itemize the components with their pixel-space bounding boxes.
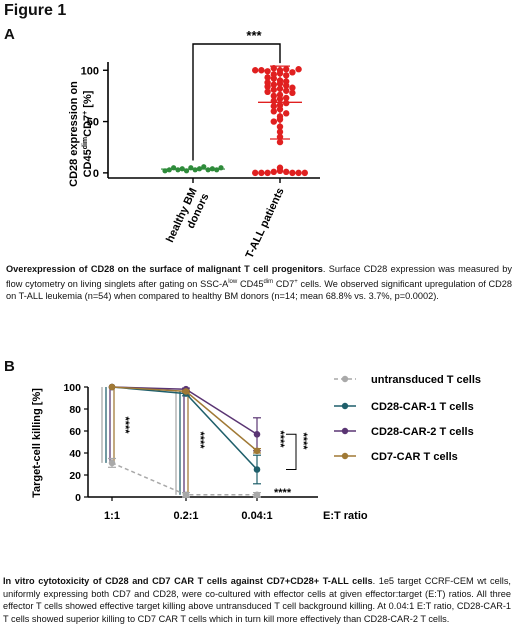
caption-a-text-3: CD7 (273, 278, 295, 289)
chart-b-annotation: **** (194, 431, 206, 449)
chart-b-ytick-label: 0 (75, 492, 81, 504)
figure-title: Figure 1 (4, 2, 67, 19)
chart-a-point-tall (264, 68, 271, 75)
legend-marker (341, 402, 349, 410)
chart-a-point-tall (252, 169, 259, 177)
chart-b-bracket (286, 433, 297, 470)
panel-b-label: B (4, 358, 15, 375)
chart-a-point-tall (264, 83, 271, 90)
chart-a-point-tall (258, 67, 265, 74)
panel-a-label: A (4, 26, 15, 43)
chart-a-point-tall (270, 108, 277, 115)
chart-b-ytick-label: 40 (69, 448, 81, 460)
chart-b-point (182, 388, 190, 395)
chart-b-point (108, 383, 116, 391)
chart-a-point-tall (264, 74, 271, 81)
chart-a-xtick-label: healthy BMdonors (164, 186, 211, 250)
chart-b-annotation: **** (274, 430, 286, 448)
caption-a-text-1: . Surface CD28 expression was measured b… (6, 264, 512, 289)
chart-a-ytick-label: 100 (81, 65, 99, 77)
chart-a-ytick-label: 50 (87, 117, 99, 129)
chart-b-ytick-label: 20 (69, 470, 81, 482)
chart-a-point-tall (270, 168, 277, 176)
caption-b-title: In vitro cytotoxicity of CD28 and CD7 CA… (3, 576, 373, 586)
chart-a-point-tall (270, 86, 277, 93)
chart-b-ytick-label: 60 (69, 426, 81, 438)
chart-a-point-tall (270, 81, 277, 88)
chart-a-point-tall (295, 66, 302, 73)
chart-a-point-tall (270, 92, 277, 100)
chart-a-point-tall (270, 118, 277, 125)
caption-a-sup-2: dim (263, 278, 274, 285)
chart-a-point-tall (289, 69, 296, 76)
chart-a-point-tall (276, 138, 284, 146)
chart-b-xlabel: E:T ratio (323, 510, 368, 522)
chart-b-xtick-label: 1:1 (104, 510, 120, 522)
chart-a-ytick-label: 0 (93, 168, 99, 180)
caption-a-sup-3: + (294, 278, 298, 285)
caption-a: Overexpression of CD28 on the surface of… (6, 263, 512, 303)
chart-a-point-tall (252, 67, 259, 74)
legend-label: untransduced T cells (371, 374, 481, 386)
chart-a-point-tall (283, 87, 290, 94)
chart-a-point-tall (258, 169, 265, 177)
chart-a-point-tall (289, 169, 296, 177)
caption-a-sup-1: low (228, 278, 238, 285)
chart-a-point-tall (283, 82, 290, 89)
legend-marker (341, 427, 349, 435)
chart-a-point-tall (283, 94, 290, 102)
legend-marker (341, 375, 349, 383)
chart-a-point-tall (301, 169, 308, 177)
caption-b-text: . 1e5 target CCRF-CEM wt cells, uniforml… (3, 576, 511, 624)
legend-label: CD28-CAR-1 T cells (371, 401, 474, 413)
caption-a-title: Overexpression of CD28 on the surface of… (6, 264, 323, 274)
chart-a-point-tall (283, 168, 290, 176)
chart-a-point-healthy (192, 167, 198, 173)
chart-a-point-healthy (205, 167, 211, 173)
chart-a-point-tall (289, 89, 296, 97)
chart-b: 0 20 40 60 80 100 1:1 0.2:1 0.04:1 **** **** **** *… (31, 374, 481, 522)
chart-b-annotation: **** (297, 432, 309, 450)
chart-b-annotation: **** (274, 487, 292, 499)
chart-b-xtick-label: 0.2:1 (173, 510, 198, 522)
chart-b-point (253, 447, 261, 455)
chart-a-point-healthy (201, 164, 207, 170)
chart-a-point-tall (264, 88, 271, 96)
chart-b-point (253, 431, 261, 438)
chart-a-point-tall (295, 169, 302, 177)
chart-a-significance: *** (246, 28, 262, 43)
legend-label: CD28-CAR-2 T cells (371, 426, 474, 438)
chart-a-xtick-label: T-ALL patients (244, 186, 287, 260)
chart-b-annotation: **** (119, 416, 131, 434)
chart-a-ylabel: CD28 expression on (68, 81, 80, 187)
chart-a-point-tall (283, 72, 290, 79)
chart-a-significance-bracket (192, 43, 281, 161)
chart-b-point (182, 491, 190, 499)
chart-a-point-tall (289, 84, 296, 91)
chart-a-point-tall (283, 110, 290, 117)
caption-a-text-2: CD45 (237, 278, 264, 289)
chart-b-ytick-label: 100 (63, 382, 81, 394)
chart-a-point-tall (283, 99, 290, 107)
caption-a-text-4: cells. We observed significant upregulat… (6, 278, 512, 302)
legend-marker (341, 452, 349, 460)
chart-b-ylabel: Target-cell killing [%] (31, 388, 43, 498)
caption-b: In vitro cytotoxicity of CD28 and CD7 CA… (3, 575, 511, 625)
chart-a-point-tall (264, 169, 271, 177)
chart-b-point (253, 466, 261, 473)
chart-a-point-healthy (175, 167, 181, 173)
chart-b-point (253, 491, 261, 499)
chart-b-point (108, 459, 116, 467)
chart-a-point-tall (276, 167, 284, 175)
chart-b-xtick-label: 0.04:1 (241, 510, 272, 522)
chart-a-point-tall (270, 75, 277, 82)
chart-a-point-tall (270, 102, 277, 110)
chart-b-ytick-label: 80 (69, 404, 81, 416)
chart-a-ylabel-2: CD45dimCD7+ [%] (82, 90, 94, 177)
chart-a-point-tall (283, 66, 290, 73)
chart-a: 0 50 100 healthy BMdonors T-ALL patients CD2… (68, 28, 320, 260)
legend-label: CD7-CAR T cells (371, 451, 458, 463)
